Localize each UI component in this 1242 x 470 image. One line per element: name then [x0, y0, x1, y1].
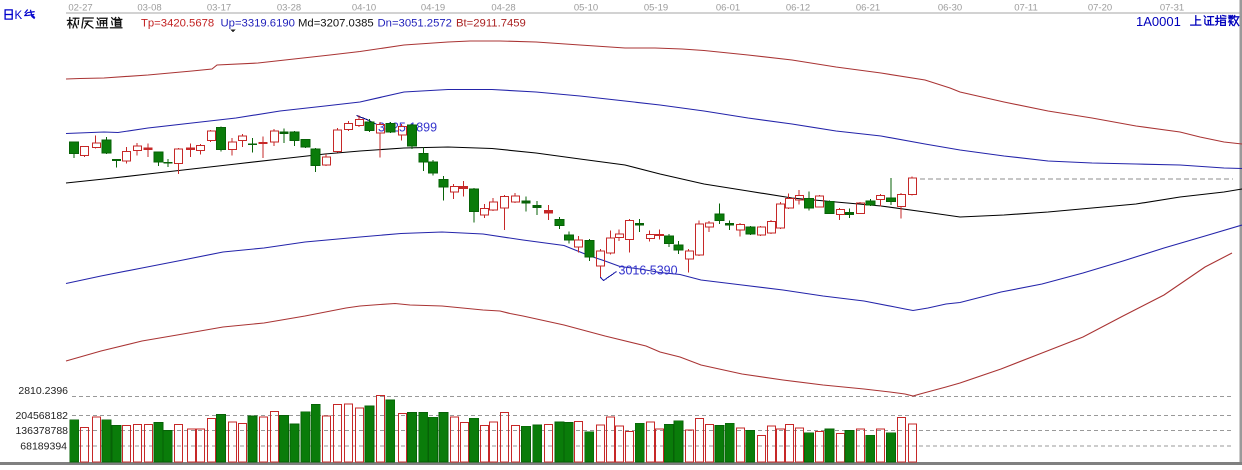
svg-text:04-28: 04-28 [491, 3, 515, 14]
svg-text:07-11: 07-11 [1014, 3, 1038, 14]
svg-text:06-21: 06-21 [856, 3, 880, 14]
svg-text:Bt=2911.7459: Bt=2911.7459 [456, 18, 526, 30]
svg-text:04-19: 04-19 [421, 3, 445, 14]
svg-text:03-17: 03-17 [207, 3, 231, 14]
svg-text:Dn=3051.2572: Dn=3051.2572 [378, 18, 452, 30]
svg-text:06-12: 06-12 [786, 3, 810, 14]
svg-text:1A0001: 1A0001 [1136, 14, 1181, 29]
svg-text:Up=3319.6190: Up=3319.6190 [221, 18, 295, 30]
svg-text:06-01: 06-01 [716, 3, 740, 14]
svg-text:136378788: 136378788 [15, 425, 68, 437]
svg-text:05-10: 05-10 [574, 3, 598, 14]
svg-text:05-19: 05-19 [644, 3, 668, 14]
svg-text:03-28: 03-28 [277, 3, 301, 14]
svg-text:02-27: 02-27 [68, 3, 92, 14]
svg-text:2810.2396: 2810.2396 [18, 385, 68, 397]
svg-text:07-20: 07-20 [1088, 3, 1112, 14]
svg-text:3016.5390: 3016.5390 [619, 264, 678, 278]
svg-text:Md=3207.0385: Md=3207.0385 [298, 18, 374, 30]
svg-text:06-30: 06-30 [938, 3, 962, 14]
svg-text:03-08: 03-08 [137, 3, 161, 14]
svg-text:Tp=3420.5678: Tp=3420.5678 [141, 18, 214, 30]
svg-text:68189394: 68189394 [20, 441, 67, 453]
svg-text:07-31: 07-31 [1160, 3, 1184, 14]
svg-text:K: K [15, 10, 23, 22]
svg-text:204568182: 204568182 [15, 410, 68, 422]
svg-text:04-10: 04-10 [352, 3, 376, 14]
